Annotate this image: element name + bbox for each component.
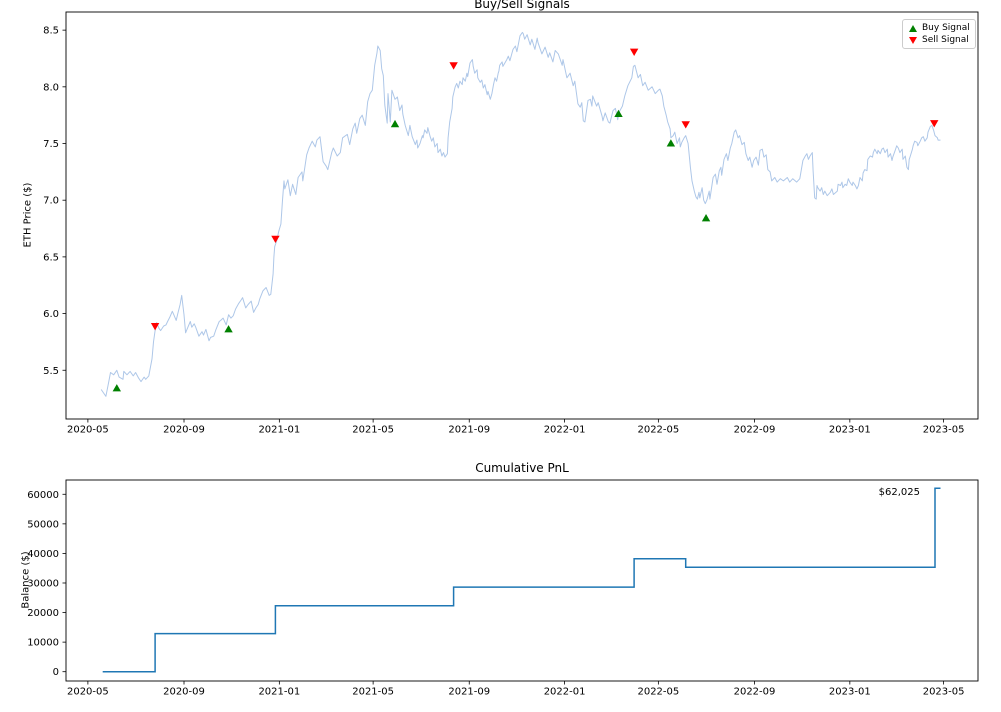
price-y-tick-label: 7.5 xyxy=(43,139,59,150)
pnl-y-tick-label: 60000 xyxy=(27,490,59,501)
sell-signal-marker xyxy=(271,235,280,244)
pnl-x-tick-label: 2021-01 xyxy=(258,687,300,698)
price-x-tick-label: 2021-01 xyxy=(258,425,300,436)
pnl-x-tick-label: 2023-01 xyxy=(829,687,871,698)
buy-signal-marker xyxy=(390,119,400,128)
pnl-x-tick-label: 2023-05 xyxy=(923,687,965,698)
price-x-tick-label: 2021-09 xyxy=(448,425,490,436)
eth-price-line xyxy=(100,31,941,397)
price-axes-frame xyxy=(65,11,979,420)
price-x-tick-label: 2022-05 xyxy=(637,425,679,436)
price-y-tick-label: 8.5 xyxy=(43,26,59,37)
price-x-tick-label: 2023-01 xyxy=(829,425,871,436)
pnl-x-tick-label: 2020-09 xyxy=(163,687,205,698)
pnl-chart-title: Cumulative PnL xyxy=(475,461,569,475)
buy-signal-marker xyxy=(701,214,711,222)
pnl-y-tick-label: 20000 xyxy=(27,608,59,619)
pnl-y-tick-label: 30000 xyxy=(27,578,59,589)
sell-signal-marker xyxy=(629,48,639,56)
price-x-tick-label: 2020-09 xyxy=(163,425,205,436)
price-y-tick-label: 5.5 xyxy=(43,366,59,377)
price-y-tick-label: 8.0 xyxy=(43,82,59,93)
sell-signal-marker xyxy=(150,323,160,331)
sell-signal-marker xyxy=(449,62,458,70)
triangle-up-icon xyxy=(909,24,917,32)
triangle-down-icon xyxy=(909,36,917,44)
pnl-axes-frame xyxy=(65,479,979,682)
price-y-tick-label: 6.0 xyxy=(43,309,59,320)
buy-signal-marker xyxy=(112,384,121,392)
legend-sell-label: Sell Signal xyxy=(922,35,969,45)
pnl-step-line xyxy=(102,487,941,673)
pnl-x-tick-label: 2022-05 xyxy=(637,687,679,698)
pnl-x-tick-label: 2021-05 xyxy=(352,687,394,698)
legend-row-sell: Sell Signal xyxy=(909,35,972,45)
pnl-x-tick-label: 2022-09 xyxy=(734,687,776,698)
pnl-y-tick-label: 0 xyxy=(53,667,59,678)
buy-signal-marker xyxy=(614,109,623,118)
pnl-y-axis-label: Balance ($) xyxy=(20,551,32,609)
price-chart-title: Buy/Sell Signals xyxy=(474,0,570,11)
sell-signal-marker xyxy=(930,120,939,128)
price-x-tick-label: 2020-05 xyxy=(67,425,109,436)
sell-signal-marker xyxy=(681,121,690,129)
buy-signal-marker xyxy=(224,325,233,333)
legend-row-buy: Buy Signal xyxy=(909,23,972,33)
price-y-axis-label: ETH Price ($) xyxy=(22,182,34,248)
pnl-x-tick-label: 2021-09 xyxy=(448,687,490,698)
pnl-y-tick-label: 10000 xyxy=(27,638,59,649)
buy-signal-marker xyxy=(666,139,676,147)
pnl-x-tick-label: 2022-01 xyxy=(544,687,586,698)
price-x-tick-label: 2023-05 xyxy=(923,425,965,436)
final-pnl-annotation: $62,025 xyxy=(878,487,920,498)
price-y-tick-label: 7.0 xyxy=(43,196,59,207)
legend: Buy Signal Sell Signal xyxy=(902,19,976,49)
pnl-y-tick-label: 40000 xyxy=(27,549,59,560)
price-y-tick-label: 6.5 xyxy=(43,252,59,263)
price-x-tick-label: 2022-01 xyxy=(544,425,586,436)
legend-buy-label: Buy Signal xyxy=(922,23,970,33)
price-x-tick-label: 2022-09 xyxy=(734,425,776,436)
price-x-tick-label: 2021-05 xyxy=(352,425,394,436)
pnl-x-tick-label: 2020-05 xyxy=(67,687,109,698)
pnl-y-tick-label: 50000 xyxy=(27,519,59,530)
